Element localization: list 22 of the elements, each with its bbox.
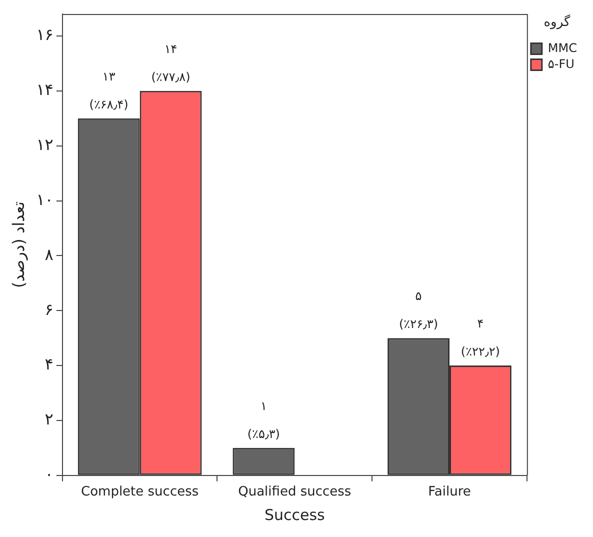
data-label: ۱۳ (٪۶۸٫۴): [89, 69, 128, 112]
y-tick-label: ۶: [44, 300, 54, 319]
x-tick-label: Complete success: [80, 484, 199, 500]
y-tick-label: ۴: [44, 354, 54, 374]
data-label: ۱۴ (٪۷۷٫۸): [151, 42, 190, 84]
y-tick-label: ۲: [44, 410, 54, 429]
legend-label: ۵-FU: [548, 56, 574, 71]
y-axis-title: تعداد (درصد): [8, 201, 28, 288]
x-axis-title: Success: [264, 506, 326, 524]
y-tick-label: ۰: [44, 464, 54, 484]
legend-label: MMC: [548, 40, 578, 55]
y-tick-label: ۸: [44, 244, 54, 264]
y-tick-label: ۱۶: [36, 25, 54, 44]
x-tick-label: Qualified success: [238, 484, 352, 500]
legend-title: گروه: [544, 14, 571, 30]
y-tick-label: ۱۲: [36, 134, 54, 154]
y-tick-label: ۱۴: [36, 80, 54, 100]
x-tick-label: Failure: [428, 484, 471, 500]
data-label: ۵ (٪۲۶٫۳): [398, 289, 438, 332]
data-label: ۴ (٪۲۲٫۲): [460, 316, 500, 359]
data-label: ۱ (٪۵٫۳): [247, 398, 280, 441]
y-tick-label: ۱۰: [36, 190, 54, 209]
